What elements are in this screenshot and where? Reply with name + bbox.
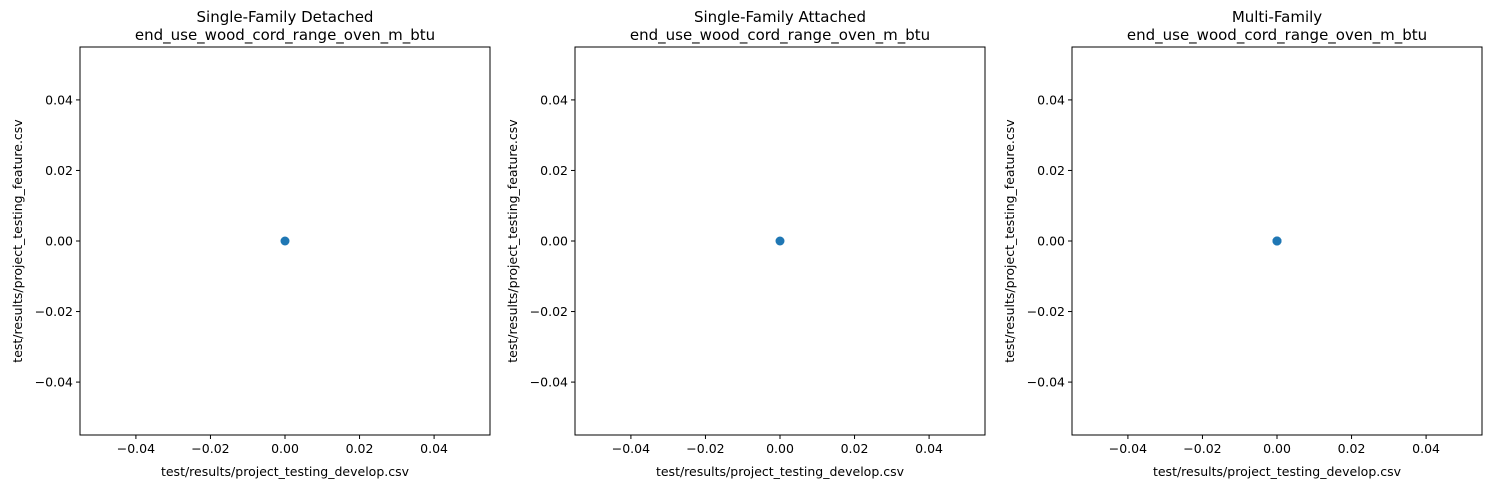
x-tick-label: 0.00: [1263, 441, 1291, 456]
y-tick-label: 0.00: [540, 234, 568, 249]
chart-title: Single-Family Attached: [694, 8, 866, 26]
x-tick-label: 0.00: [271, 441, 299, 456]
chart-subtitle: end_use_wood_cord_range_oven_m_btu: [135, 26, 435, 45]
y-axis-label: test/results/project_testing_feature.csv: [10, 119, 25, 363]
y-tick-label: 0.02: [1037, 163, 1065, 178]
x-tick-label: −0.04: [612, 441, 650, 456]
y-tick-label: −0.04: [35, 375, 73, 390]
y-axis-label: test/results/project_testing_feature.csv: [505, 119, 520, 363]
y-tick-label: −0.02: [35, 304, 73, 319]
x-tick-label: −0.02: [686, 441, 724, 456]
x-axis-label: test/results/project_testing_develop.csv: [161, 464, 410, 479]
y-tick-label: −0.04: [530, 375, 568, 390]
x-tick-label: −0.04: [1109, 441, 1147, 456]
y-tick-label: −0.02: [1027, 304, 1065, 319]
y-tick-label: 0.00: [45, 234, 73, 249]
y-tick-label: 0.00: [1037, 234, 1065, 249]
x-tick-label: 0.00: [766, 441, 794, 456]
y-tick-label: 0.04: [1037, 92, 1065, 107]
x-tick-label: 0.02: [841, 441, 869, 456]
scatter-point: [280, 236, 290, 246]
y-tick-label: 0.02: [45, 163, 73, 178]
x-tick-label: 0.04: [915, 441, 943, 456]
y-tick-label: 0.04: [45, 92, 73, 107]
scatter-panel-3: Multi-Familyend_use_wood_cord_range_oven…: [1002, 8, 1483, 479]
chart-title: Multi-Family: [1232, 8, 1322, 26]
x-tick-label: 0.02: [1338, 441, 1366, 456]
x-tick-label: 0.02: [346, 441, 374, 456]
y-axis-label: test/results/project_testing_feature.csv: [1002, 119, 1017, 363]
y-tick-label: −0.04: [1027, 375, 1065, 390]
scatter-panel-1: Single-Family Detachedend_use_wood_cord_…: [10, 8, 491, 479]
chart-title: Single-Family Detached: [197, 8, 374, 26]
scatter-point: [775, 236, 785, 246]
chart-subtitle: end_use_wood_cord_range_oven_m_btu: [630, 26, 930, 45]
x-tick-label: −0.04: [117, 441, 155, 456]
chart-subtitle: end_use_wood_cord_range_oven_m_btu: [1127, 26, 1427, 45]
y-tick-label: 0.02: [540, 163, 568, 178]
y-tick-label: −0.02: [530, 304, 568, 319]
x-tick-label: −0.02: [191, 441, 229, 456]
x-tick-label: −0.02: [1183, 441, 1221, 456]
scatter-panel-2: Single-Family Attachedend_use_wood_cord_…: [505, 8, 986, 479]
x-axis-label: test/results/project_testing_develop.csv: [1153, 464, 1402, 479]
y-tick-label: 0.04: [540, 92, 568, 107]
x-tick-label: 0.04: [1412, 441, 1440, 456]
x-tick-label: 0.04: [420, 441, 448, 456]
scatter-point: [1272, 236, 1282, 246]
x-axis-label: test/results/project_testing_develop.csv: [656, 464, 905, 479]
